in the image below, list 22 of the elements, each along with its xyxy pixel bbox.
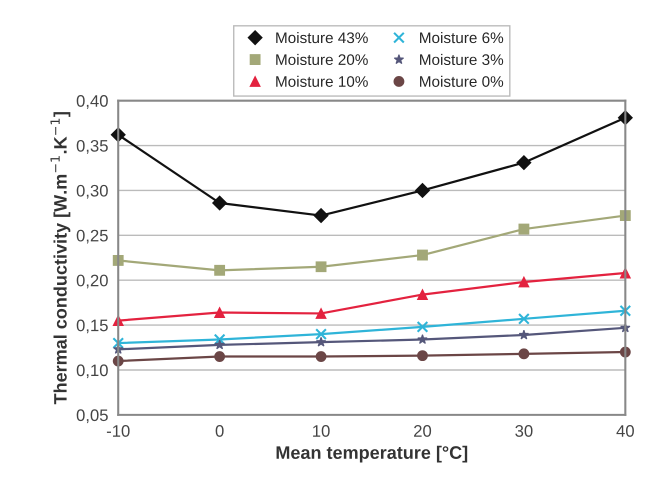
y-tick-label: 0,30 <box>76 184 108 199</box>
x-tick-label: 10 <box>313 425 330 437</box>
legend-label: Moisture 10% <box>276 76 368 87</box>
x-axis-title: Mean temperature [°C] <box>276 446 468 463</box>
x-tick-label: 40 <box>616 425 634 437</box>
y-tick-label: 0,20 <box>76 274 108 288</box>
x-tick-label: 0 <box>216 425 224 437</box>
y-tick-label: 0,15 <box>76 320 108 334</box>
legend-label: Moisture 6% <box>420 32 504 44</box>
legend-label: Moisture 20% <box>276 54 368 66</box>
legend-label: Moisture 0% <box>420 76 504 87</box>
y-tick-label: 0,05 <box>76 409 108 424</box>
y-tick-label: 0,10 <box>76 364 108 378</box>
y-tick-label: 0,40 <box>76 95 108 109</box>
y-tick-label: 0,25 <box>76 230 108 244</box>
x-tick-label: -10 <box>106 425 130 437</box>
y-axis-title: Thermal conductivity [W.m$^{−1}$.K$^{−1}$] <box>50 112 70 404</box>
legend-label: Moisture 43% <box>276 32 368 44</box>
legend-label: Moisture 3% <box>420 54 504 66</box>
x-tick-label: 20 <box>414 425 432 437</box>
x-tick-label: 30 <box>515 425 533 437</box>
y-tick-label: 0,35 <box>76 140 108 154</box>
